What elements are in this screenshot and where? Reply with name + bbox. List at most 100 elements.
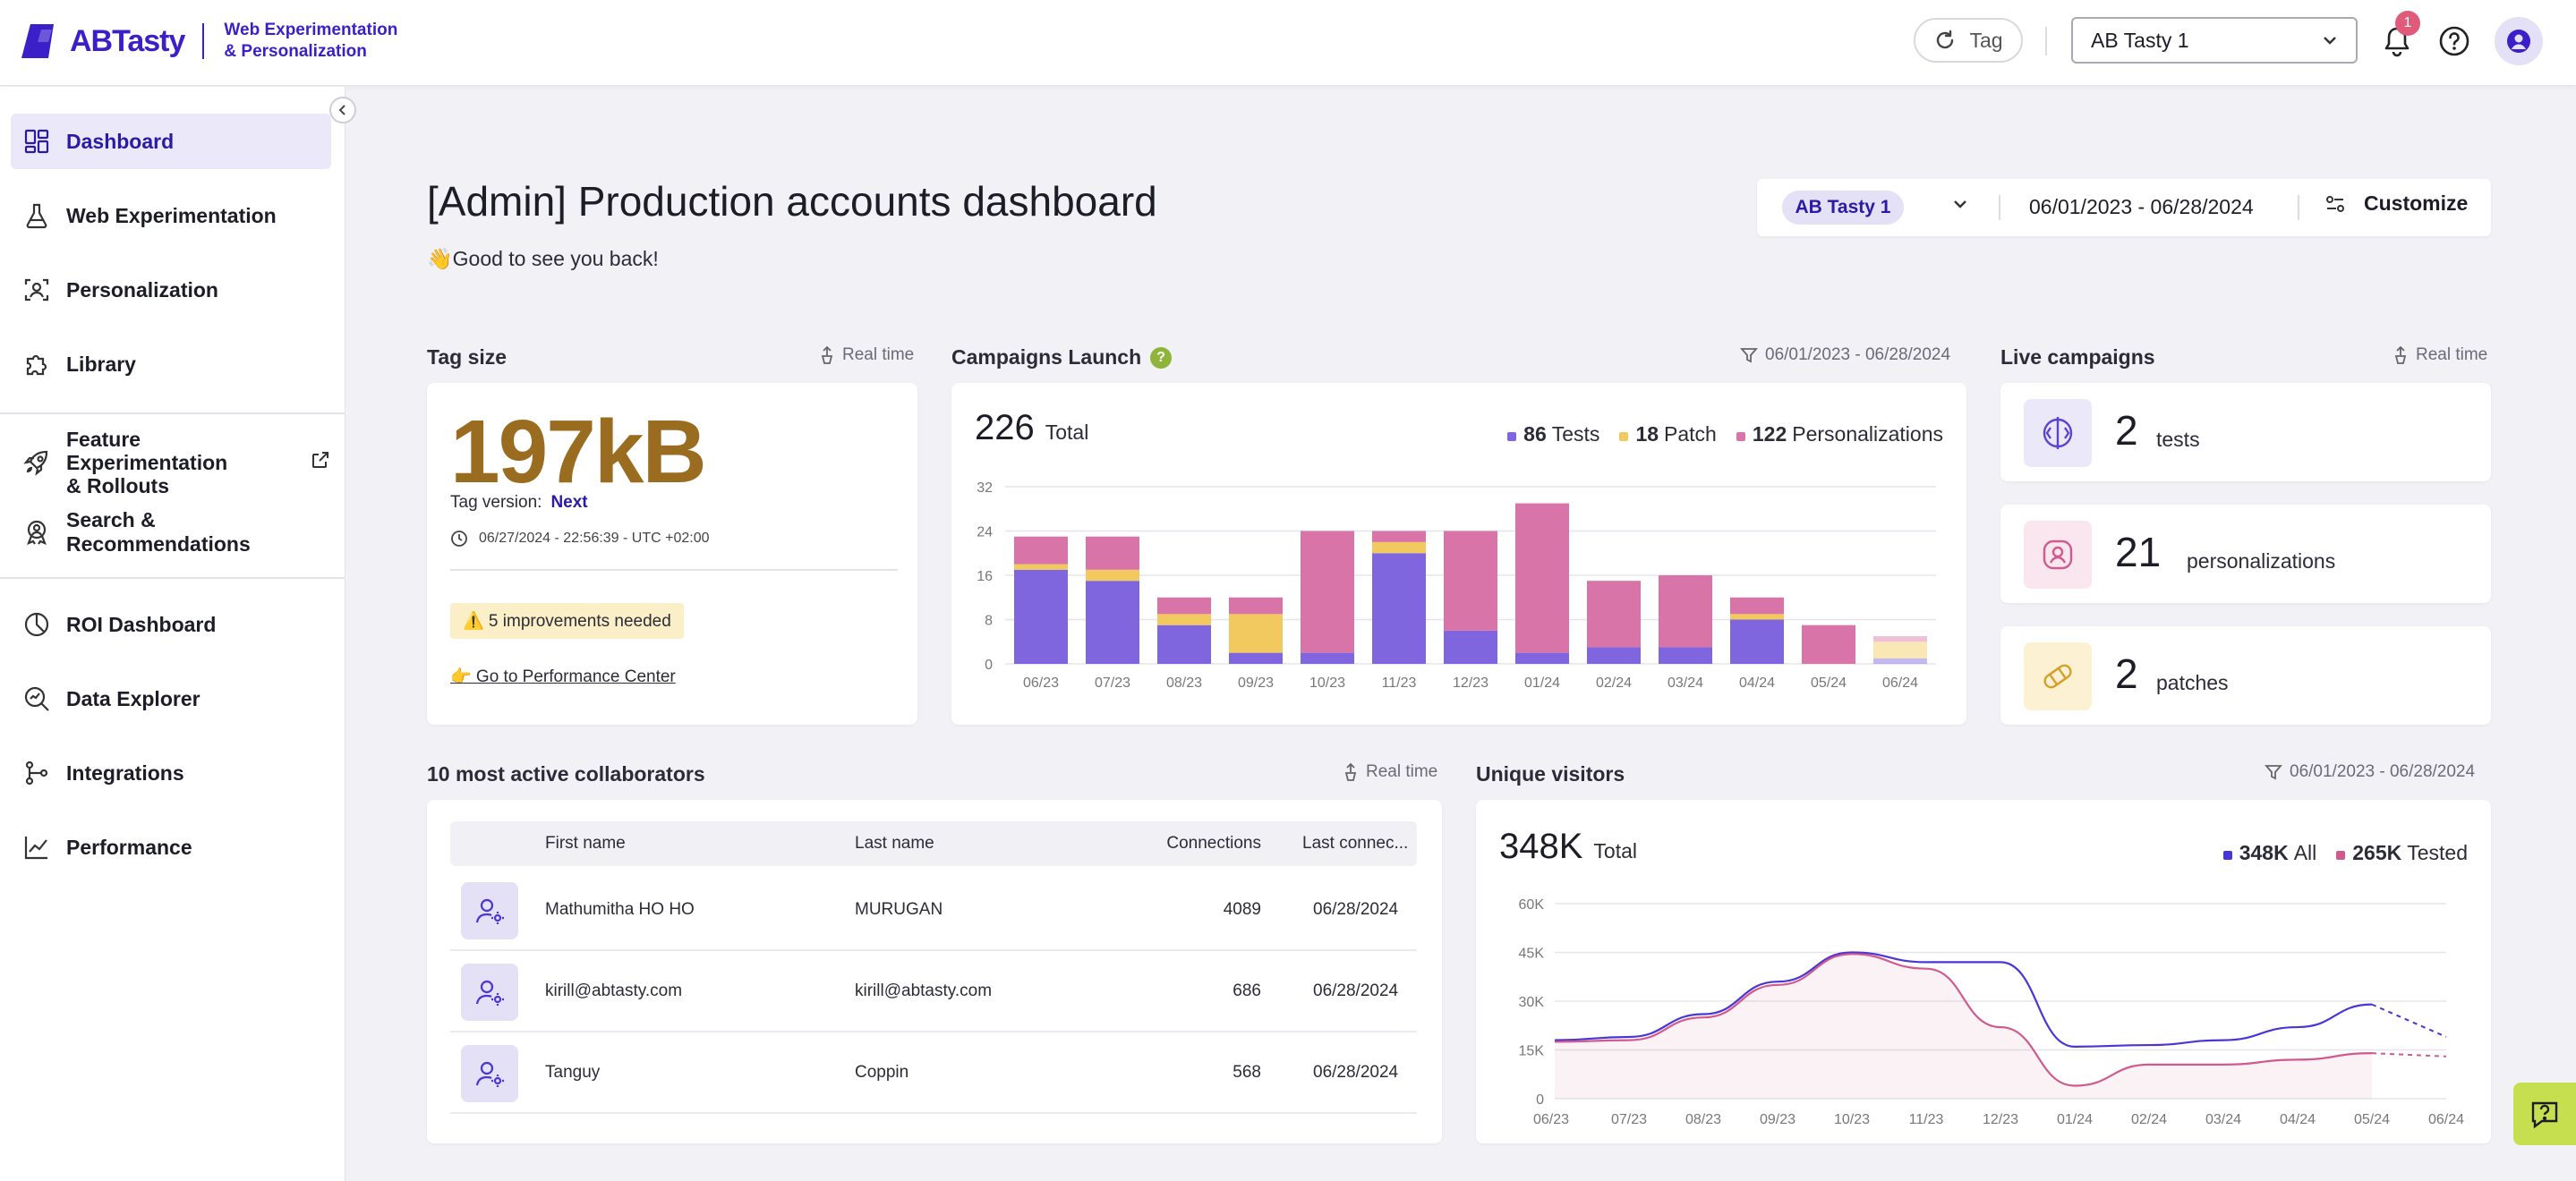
live-personalizations-count: 21 [2115,529,2162,575]
live-patches-label: patches [2156,671,2229,694]
chevron-down-icon[interactable] [1952,199,1968,209]
legend-personalizations: 122 Personalizations [1736,422,1943,446]
tag-size-card: 197kB Tag version: Next 06/27/2024 - 22:5… [427,383,917,725]
y-tick-label: 8 [985,614,993,629]
x-tick-label: 02/24 [1596,675,1632,691]
table-row[interactable]: Tanguy Coppin 568 06/28/2024 [450,1032,1417,1114]
page-title: [Admin] Production accounts dashboard [427,178,1157,225]
legend-dot [1507,432,1517,441]
campaigns-total-value: 226 [975,408,1035,447]
campaigns-date-range: 06/01/2023 - 06/28/2024 [1765,345,1951,364]
sidebar-item-web-experimentation[interactable]: Web Experimentation [11,188,331,243]
tag-size-realtime: Real time [819,345,914,365]
account-chip[interactable]: AB Tasty 1 [1782,191,1904,225]
bar-personalizations [1659,575,1712,648]
account-select-value: AB Tasty 1 [2091,28,2189,52]
legend-label: Tests [1551,422,1600,446]
logo[interactable]: ABTasty Web Experimentation & Personaliz… [21,20,397,63]
bar-patch [1157,614,1211,625]
date-range-picker[interactable]: 06/01/2023 - 06/28/2024 [2029,195,2254,218]
performance-center-link[interactable]: 👉 Go to Performance Center [450,667,676,686]
y-tick-label: 0 [985,658,993,673]
user-settings-icon [461,882,518,939]
bar-tests [1873,658,1927,664]
sidebar-item-feature-experimentation[interactable]: Feature Experimentation & Rollouts [11,428,331,497]
x-tick-label: 10/23 [1834,1112,1870,1127]
campaigns-bar-chart: 0 8 16 24 32 06/23 07/23 08/23 09/23 10/23 11/23 12… [977,480,1936,691]
y-tick-label: 32 [977,480,993,496]
sidebar-item-performance[interactable]: Performance [11,820,331,875]
x-tick-label: 09/23 [1760,1112,1796,1127]
column-last-name[interactable]: Last name [855,834,934,853]
live-personalizations-card[interactable]: 21 personalizations [2000,505,2491,603]
forecast-line-all [2371,1003,2447,1038]
user-settings-icon [461,964,518,1021]
y-tick-label: 15K [1519,1044,1545,1059]
tag-version-value[interactable]: Next [550,493,588,512]
collapse-sidebar-button[interactable] [329,97,356,123]
unique-visitors-card: 348K Total 348K All 265K Tested 0 15K 30K 45K… [1476,800,2491,1143]
live-personalizations-label: personalizations [2187,549,2336,573]
table-row[interactable]: Mathumitha HO HO MURUGAN 4089 06/28/2024 [450,870,1417,951]
account-select[interactable]: AB Tasty 1 [2071,17,2358,64]
column-first-name[interactable]: First name [545,834,626,853]
bar-tests [1301,652,1354,664]
search-data-icon [21,684,52,714]
cell-connections: 4089 [1223,900,1261,919]
live-patches-card[interactable]: 2 patches [2000,626,2491,725]
customize-button[interactable]: Customize [2324,191,2468,216]
help-badge-icon[interactable]: ? [1150,346,1173,369]
live-tests-card[interactable]: 2 tests [2000,383,2491,481]
flask-icon [21,200,52,231]
sidebar-item-label: ROI Dashboard [66,612,217,636]
sidebar-item-search-recommendations[interactable]: Search & Recommendations [11,505,331,560]
table-row[interactable]: kirill@abtasty.com kirill@abtasty.com 68… [450,951,1417,1032]
sidebar-item-dashboard[interactable]: Dashboard [11,114,331,169]
bar-patch [1873,641,1927,658]
help-chat-button[interactable] [2513,1083,2576,1145]
campaigns-title: Campaigns Launch ? [951,345,1173,370]
series-line-tested [1554,953,2373,1087]
sidebar-item-label: Performance [66,835,192,859]
column-last-connection[interactable]: Last connec... [1302,834,1409,853]
tag-divider [450,569,898,571]
greeting: 👋Good to see you back! [427,247,659,270]
sidebar-item-personalization[interactable]: Personalization [11,262,331,318]
ab-test-icon [2024,399,2092,467]
x-tick-label: 03/24 [2205,1112,2241,1127]
help-chat-icon [2531,1101,2558,1129]
sidebar-item-integrations[interactable]: Integrations [11,745,331,801]
campaigns-title-text: Campaigns Launch [951,345,1142,369]
legend-patch: 18 Patch [1619,422,1717,446]
realtime-label: Real time [1366,762,1438,781]
user-avatar[interactable] [2495,17,2543,65]
tag-version-label: Tag version: [450,493,542,512]
cell-last-name: MURUGAN [855,900,943,919]
rocket-icon [21,447,52,478]
help-button[interactable] [2435,21,2474,61]
sidebar-item-data-explorer[interactable]: Data Explorer [11,671,331,726]
series-line-all [1554,951,2373,1048]
user-focus-icon [21,275,52,305]
legend-count: 348K [2239,841,2289,864]
x-tick-label: 05/24 [1811,675,1847,691]
cell-first-name: Tanguy [545,1063,601,1082]
column-connections[interactable]: Connections [1166,834,1261,853]
legend-label: All [2293,841,2317,864]
tag-refresh-button[interactable]: Tag [1914,18,2023,63]
sidebar-item-label: Personalization [66,277,218,302]
bar-tests [1014,569,1068,664]
sidebar-item-roi-dashboard[interactable]: ROI Dashboard [11,597,331,652]
x-tick-label: 10/23 [1309,675,1345,691]
x-tick-label: 07/23 [1611,1112,1647,1127]
bar-personalizations [1157,597,1211,615]
x-tick-label: 06/23 [1023,675,1059,691]
x-tick-label: 12/23 [1983,1112,2018,1127]
sidebar-item-library[interactable]: Library [11,336,331,392]
unique-visitors-title: Unique visitors [1476,762,1625,786]
y-tick-label: 16 [977,569,993,584]
tag-size-value: 197kB [450,402,707,502]
visitors-total-label: Total [1593,839,1638,862]
pie-icon [21,609,52,640]
legend-dot [2222,851,2232,860]
